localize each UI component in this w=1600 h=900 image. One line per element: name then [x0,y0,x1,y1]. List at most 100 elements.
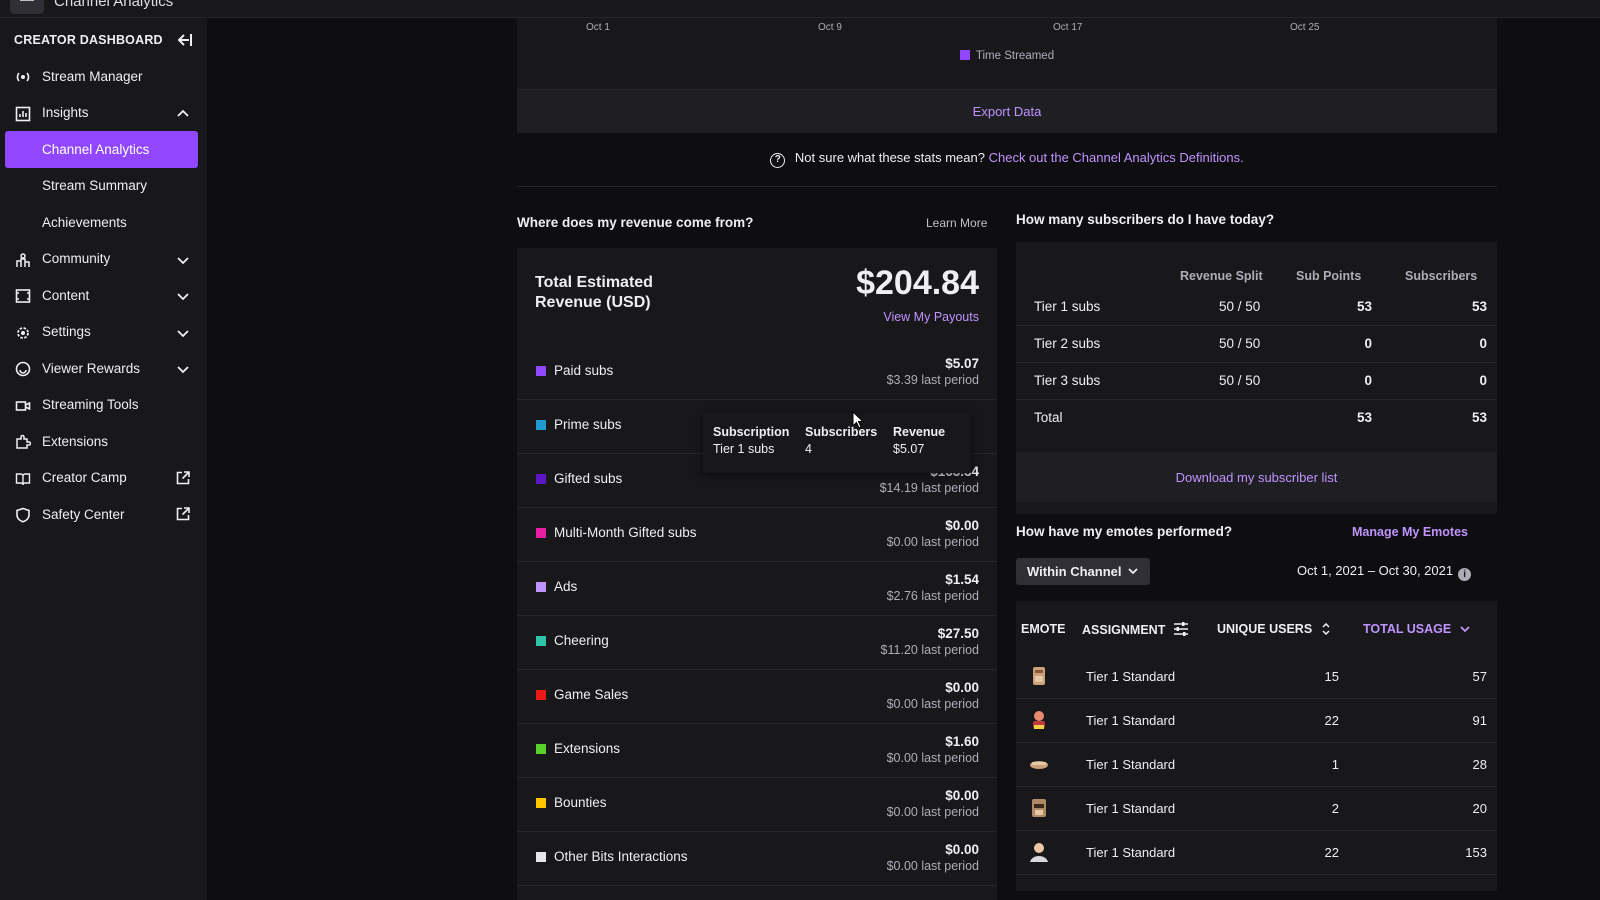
table-row-total: Total 53 53 [1016,400,1497,437]
table-row: Tier 2 subs 50 / 50 0 0 [1016,326,1497,363]
color-swatch [536,690,546,700]
filter-sliders-icon[interactable] [1173,622,1189,636]
subscriber-count: 0 [1479,336,1487,351]
view-payouts-link[interactable]: View My Payouts [883,310,979,324]
chevron-up-icon [177,109,189,117]
column-header: Sub Points [1296,269,1362,283]
menu-icon[interactable] [10,0,44,14]
learn-more-link[interactable]: Learn More [926,216,988,230]
sidebar-item-extensions[interactable]: Extensions [0,423,207,460]
sidebar-item-label: Creator Camp [42,470,127,486]
export-data-label: Export Data [972,104,1042,119]
revenue-amount: $5.07 [945,356,979,371]
sort-icon [1322,623,1330,635]
community-icon [16,252,30,267]
app-title: Channel Analytics [54,0,174,10]
gear-icon [17,326,29,339]
definitions-note: ? Not sure what these stats mean? Check … [517,150,1497,168]
download-subscriber-list-button[interactable]: Download my subscriber list [1016,452,1497,502]
table-row: Tier 1 Standard 1 28 [1016,743,1497,787]
revenue-last-period: $3.39 last period [886,373,979,387]
column-header-assignment[interactable]: ASSIGNMENT [1082,622,1189,637]
sidebar: CREATOR DASHBOARD Stream Manager Insight… [0,18,207,900]
column-header-total-usage[interactable]: TOTAL USAGE [1363,622,1471,636]
sidebar-item-content[interactable]: Content [0,277,207,314]
info-icon[interactable]: i [1458,568,1472,581]
date-range-text: Oct 1, 2021 – Oct 30, 2021 [1297,563,1454,578]
emote-scope-dropdown[interactable]: Within Channel [1016,558,1150,585]
sidebar-item-viewer-rewards[interactable]: Viewer Rewards [0,350,207,387]
sidebar-item-community[interactable]: Community [0,241,207,278]
mouse-cursor-icon [852,411,864,429]
sidebar-item-safety-center[interactable]: Safety Center [0,496,207,533]
emote-assignment: Tier 1 Standard [1086,713,1176,728]
table-row: Tier 1 Standard 22 91 [1016,699,1497,743]
sidebar-item-label: Stream Summary [42,178,148,194]
revenue-amount: $0.00 [945,680,979,695]
revenue-row-other-bits-interactions[interactable]: Other Bits Interactions $0.00 $0.00 last… [517,832,997,886]
external-link-icon [176,507,190,521]
sidebar-item-creator-camp[interactable]: Creator Camp [0,460,207,497]
sidebar-item-label: Achievements [42,214,127,230]
emote-unique-users: 1 [1331,757,1339,772]
main-content: Oct 1 Oct 9 Oct 17 Oct 25 Time Streamed … [207,18,1600,900]
sidebar-item-label: Settings [42,324,91,340]
revenue-row-ads[interactable]: Ads $1.54 $2.76 last period [517,562,997,616]
chevron-down-icon [1128,568,1138,575]
color-swatch [536,366,546,376]
sidebar-item-streaming-tools[interactable]: Streaming Tools [0,387,207,424]
x-tick-label: Oct 9 [818,22,842,33]
revenue-row-bounties[interactable]: Bounties $0.00 $0.00 last period [517,778,997,832]
download-subscriber-list-label: Download my subscriber list [1175,469,1338,485]
revenue-tooltip: Subscription Tier 1 subs Subscribers 4 R… [703,413,971,473]
revenue-source-name: Gifted subs [554,471,623,486]
sidebar-item-settings[interactable]: Settings [0,314,207,351]
revenue-source-name: Ads [554,579,578,594]
revenue-row-game-sales[interactable]: Game Sales $0.00 $0.00 last period [517,670,997,724]
manage-emotes-link[interactable]: Manage My Emotes [1352,525,1469,539]
emote-table: EMOTE ASSIGNMENT UNIQUE USERS TOTAL USAG… [1016,601,1497,891]
revenue-row-paid-subs[interactable]: Paid subs $5.07 $3.39 last period [517,346,997,400]
sidebar-item-label: Content [42,287,90,303]
revenue-last-period: $0.00 last period [886,805,979,819]
column-header-unique-users[interactable]: UNIQUE USERS [1217,622,1332,636]
emote-total-usage: 57 [1472,669,1487,684]
tier-label: Tier 1 subs [1034,299,1101,314]
sidebar-item-label: Community [42,251,111,267]
revenue-amount: $1.54 [945,572,979,587]
sidebar-item-channel-analytics[interactable]: Channel Analytics [5,131,198,168]
revenue-source-name: Prime subs [554,417,622,432]
sub-points: 53 [1356,410,1372,425]
chart-legend: Time Streamed [517,50,1497,62]
x-tick-label: Oct 25 [1290,22,1320,33]
definitions-link[interactable]: Check out the Channel Analytics Definiti… [988,150,1244,165]
revenue-source-name: Game Sales [554,687,629,702]
sidebar-item-insights[interactable]: Insights [0,95,207,132]
revenue-row-cheering[interactable]: Cheering $27.50 $11.20 last period [517,616,997,670]
revenue-row-extensions[interactable]: Extensions $1.60 $0.00 last period [517,724,997,778]
sidebar-item-achievements[interactable]: Achievements [0,204,207,241]
sidebar-item-stream-manager[interactable]: Stream Manager [0,58,207,95]
emote-assignment: Tier 1 Standard [1086,801,1176,816]
revenue-split: 50 / 50 [1219,373,1261,388]
revenue-last-period: $14.19 last period [879,481,979,495]
column-header: Subscribers [1405,269,1478,283]
help-circle-icon: ? [770,153,786,168]
revenue-amount: $27.50 [937,626,979,641]
collapse-sidebar-icon[interactable] [175,32,193,48]
emote-image [1030,761,1048,769]
top-bar: Channel Analytics [0,0,1600,18]
revenue-split: 50 / 50 [1219,336,1261,351]
subscriber-count: 53 [1471,410,1487,425]
sidebar-item-label: Stream Manager [42,68,143,84]
sub-points: 53 [1356,299,1372,314]
export-data-button[interactable]: Export Data [517,89,1497,133]
tooltip-header: Subscription [713,425,790,439]
legend-label: Time Streamed [975,50,1055,62]
color-swatch [536,582,546,592]
revenue-source-name: Bounties [554,795,607,810]
sidebar-item-stream-summary[interactable]: Stream Summary [0,168,207,205]
table-row: Tier 1 subs 50 / 50 53 53 [1016,289,1497,326]
revenue-row-multi-month-gifted-subs[interactable]: Multi-Month Gifted subs $0.00 $0.00 last… [517,508,997,562]
tooltip-value: 4 [805,442,812,456]
